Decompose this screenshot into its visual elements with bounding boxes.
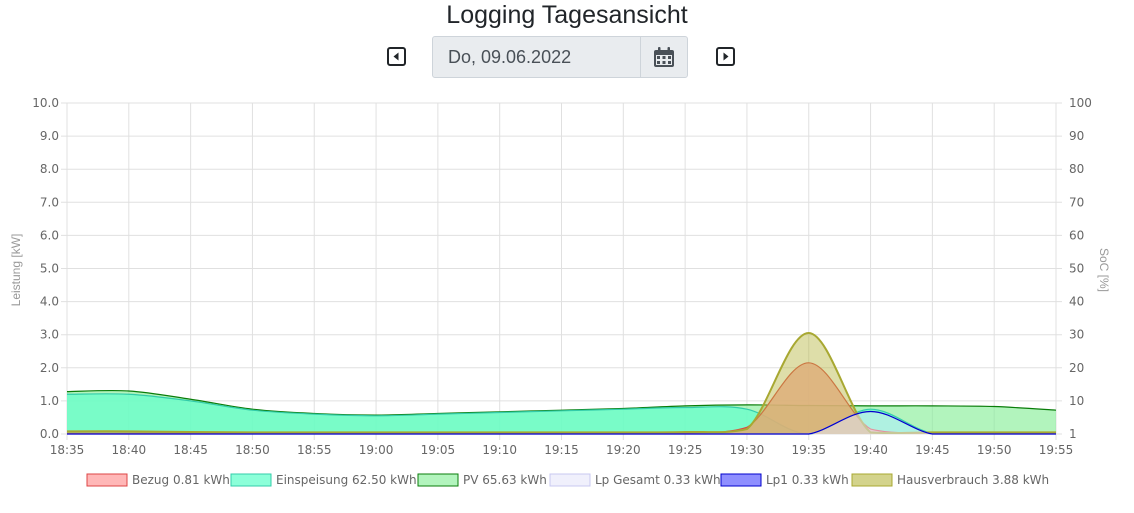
page-title: Logging Tagesansicht: [446, 1, 688, 29]
chart-series: [66, 332, 1057, 435]
x-tick-label: 19:45: [915, 443, 950, 457]
y-axis-left-title: Leistung [kW]: [9, 234, 23, 307]
y-right-tick-label: 80: [1069, 162, 1084, 176]
x-tick-label: 19:00: [359, 443, 394, 457]
x-tick-label: 19:25: [668, 443, 703, 457]
y-right-tick-label: 50: [1069, 262, 1084, 276]
series-line: [66, 393, 1056, 435]
next-day-button[interactable]: [716, 47, 735, 66]
x-tick-label: 19:30: [730, 443, 765, 457]
date-picker-divider: [640, 37, 641, 77]
series-line: [66, 389, 1057, 416]
y-axis-right-title: SoC [%]: [1097, 248, 1111, 292]
y-right-tick-label: 30: [1069, 328, 1084, 342]
legend-label[interactable]: Lp Gesamt 0.33 kWh: [595, 473, 721, 487]
series-area: [67, 362, 1056, 434]
series-area: [67, 393, 1056, 434]
legend-label[interactable]: PV 65.63 kWh: [463, 473, 547, 487]
y-left-tick-label: 4.0: [40, 295, 59, 309]
y-left-tick-label: 10.0: [32, 96, 59, 110]
y-left-tick-label: 2.0: [40, 361, 59, 375]
x-tick-label: 18:55: [297, 443, 332, 457]
y-right-tick-label: 10: [1069, 394, 1084, 408]
chart-grid: [61, 102, 1062, 440]
date-input[interactable]: [433, 37, 640, 77]
legend-swatch: [720, 473, 762, 487]
y-right-tick-label: 60: [1069, 228, 1084, 242]
x-tick-label: 19:15: [544, 443, 579, 457]
y-left-tick-label: 3.0: [40, 328, 59, 342]
x-tick-label: 19:55: [1039, 443, 1074, 457]
y-left-tick-label: 5.0: [40, 262, 59, 276]
date-picker: [432, 36, 688, 78]
legend-label[interactable]: Hausverbrauch 3.88 kWh: [897, 473, 1049, 487]
y-left-tick-label: 0.0: [40, 427, 59, 441]
x-tick-label: 18:40: [112, 443, 147, 457]
legend-label[interactable]: Bezug 0.81 kWh: [132, 473, 230, 487]
x-tick-label: 19:40: [853, 443, 888, 457]
y-right-tick-label: 70: [1069, 195, 1084, 209]
caret-right-square-icon: [723, 52, 729, 61]
series-line: [67, 410, 1056, 435]
y-right-tick-label: 20: [1069, 361, 1084, 375]
y-right-tick-label: 90: [1069, 129, 1084, 143]
calendar-icon: [654, 47, 674, 67]
y-right-tick-label: 100: [1069, 96, 1092, 110]
x-tick-label: 19:10: [482, 443, 517, 457]
y-left-tick-label: 9.0: [40, 129, 59, 143]
x-tick-label: 19:35: [791, 443, 826, 457]
caret-left-square-icon: [393, 52, 399, 61]
legend-swatch: [549, 473, 591, 487]
legend-swatch: [86, 473, 128, 487]
legend-label[interactable]: Einspeisung 62.50 kWh: [276, 473, 417, 487]
legend-swatch: [417, 473, 459, 487]
legend-swatch: [230, 473, 272, 487]
y-left-tick-label: 1.0: [40, 394, 59, 408]
x-tick-label: 19:50: [977, 443, 1012, 457]
y-left-tick-label: 7.0: [40, 195, 59, 209]
y-right-tick-label: 1: [1069, 427, 1077, 441]
previous-day-button[interactable]: [387, 47, 406, 66]
x-tick-label: 19:05: [421, 443, 456, 457]
legend-swatch: [851, 473, 893, 487]
chart-ticks: 0.0 1 1.0 10 2.0 20 3.0 30 4.0 40 5.0 50 6.0 60 7.0 70 8…: [32, 96, 1092, 457]
x-tick-label: 18:50: [235, 443, 270, 457]
y-left-tick-label: 6.0: [40, 228, 59, 242]
calendar-button[interactable]: [641, 37, 688, 77]
y-right-tick-label: 40: [1069, 295, 1084, 309]
legend-label[interactable]: Lp1 0.33 kWh: [766, 473, 849, 487]
chart-legend: Bezug 0.81 kWh Einspeisung 62.50 kWh PV 65…: [86, 473, 1049, 487]
y-left-tick-label: 8.0: [40, 162, 59, 176]
x-tick-label: 19:20: [606, 443, 641, 457]
x-tick-label: 18:35: [50, 443, 85, 457]
x-tick-label: 18:45: [173, 443, 208, 457]
series-area: [67, 333, 1056, 434]
series-area: [67, 411, 1056, 434]
